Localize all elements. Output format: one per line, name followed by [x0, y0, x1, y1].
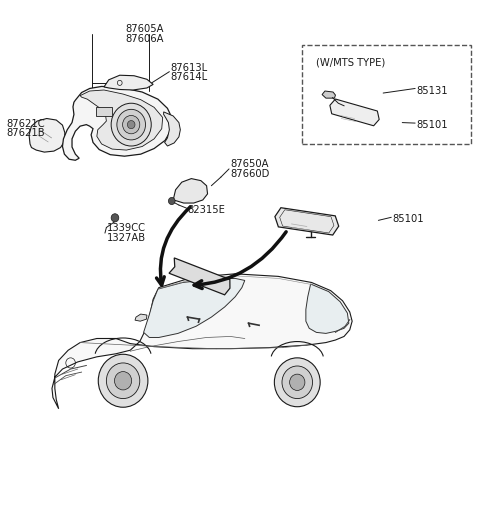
Text: 87614L: 87614L	[171, 72, 208, 82]
Polygon shape	[173, 179, 207, 203]
Text: 85101: 85101	[393, 215, 424, 224]
Text: 87621C: 87621C	[6, 119, 45, 129]
Circle shape	[275, 358, 320, 407]
Circle shape	[111, 214, 119, 222]
Text: 87606A: 87606A	[125, 34, 164, 44]
Text: 1327AB: 1327AB	[107, 232, 145, 243]
Circle shape	[107, 363, 140, 398]
Polygon shape	[135, 314, 147, 321]
Polygon shape	[330, 99, 379, 126]
Polygon shape	[104, 75, 153, 90]
Polygon shape	[29, 118, 65, 152]
Circle shape	[98, 354, 148, 407]
Circle shape	[111, 103, 151, 146]
Text: 87613L: 87613L	[171, 62, 208, 73]
Circle shape	[168, 198, 175, 205]
Text: 82315E: 82315E	[188, 205, 226, 215]
Polygon shape	[306, 284, 349, 333]
Circle shape	[127, 120, 135, 129]
Text: 87660D: 87660D	[230, 168, 270, 179]
Circle shape	[122, 115, 140, 134]
Polygon shape	[322, 91, 336, 98]
Text: (W/MTS TYPE): (W/MTS TYPE)	[316, 57, 385, 68]
Circle shape	[115, 372, 132, 390]
Polygon shape	[52, 274, 352, 409]
Circle shape	[282, 366, 312, 398]
Polygon shape	[275, 208, 339, 235]
Text: 85101: 85101	[417, 120, 448, 130]
Circle shape	[289, 374, 305, 391]
Polygon shape	[164, 112, 180, 146]
Text: 85131: 85131	[417, 86, 448, 96]
Polygon shape	[144, 279, 245, 337]
Polygon shape	[96, 108, 112, 116]
Polygon shape	[80, 90, 163, 150]
Polygon shape	[62, 87, 172, 160]
Text: 87605A: 87605A	[125, 25, 164, 34]
Bar	[302, 45, 471, 144]
Text: 87650A: 87650A	[230, 159, 269, 169]
Text: 1339CC: 1339CC	[107, 223, 145, 233]
Circle shape	[117, 110, 145, 140]
Polygon shape	[169, 258, 230, 295]
Text: 87621B: 87621B	[6, 128, 45, 138]
